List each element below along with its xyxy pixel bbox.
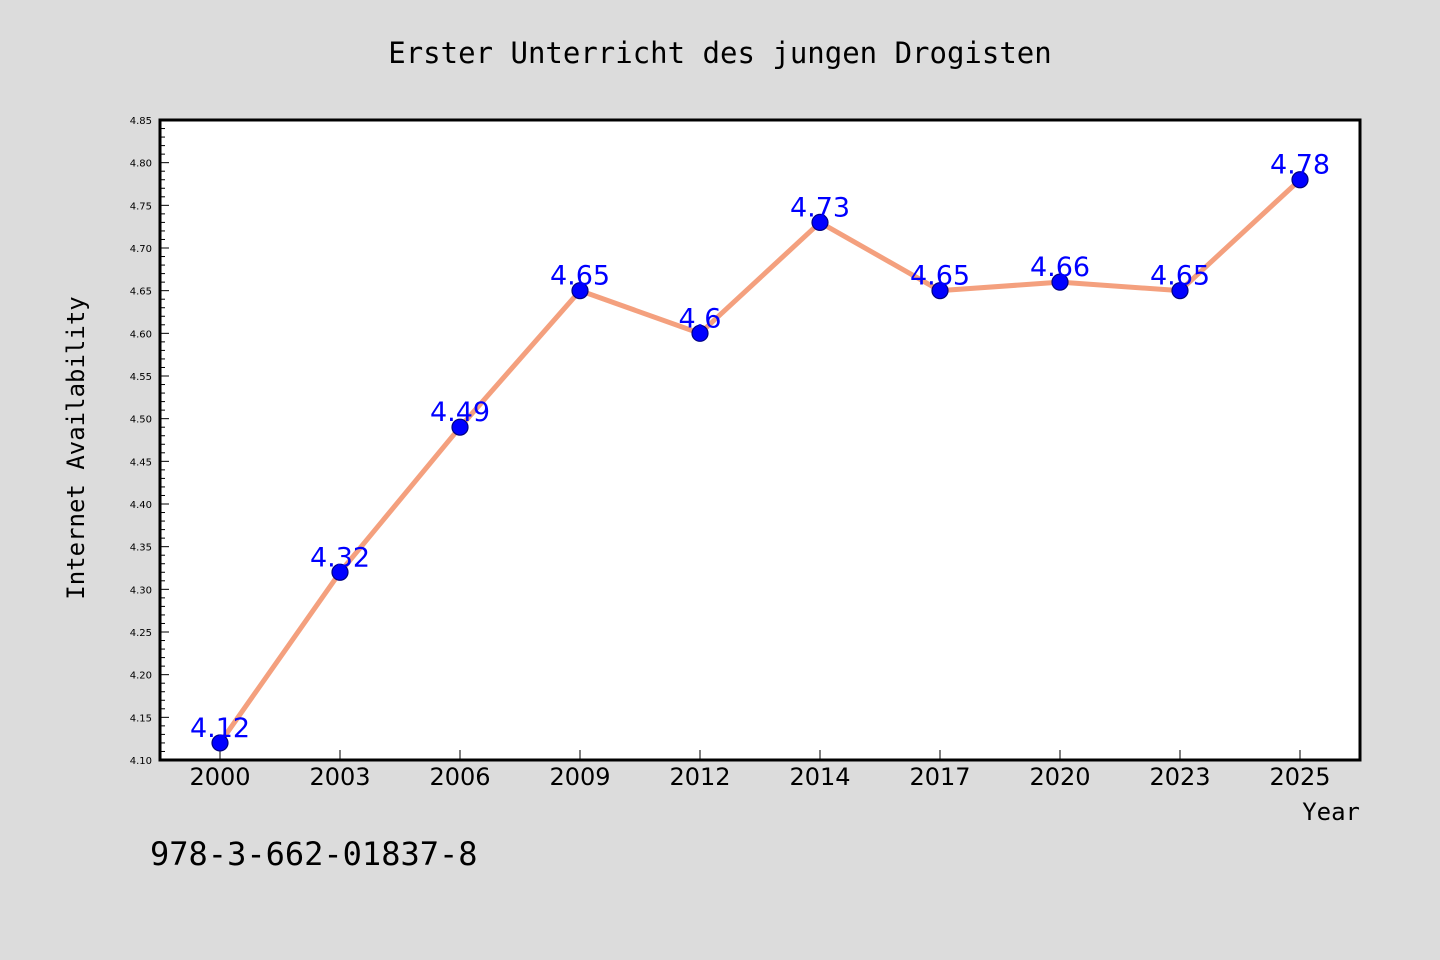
y-tick-label: 4.60 — [130, 329, 152, 340]
data-point — [1291, 171, 1309, 189]
y-tick-label: 4.15 — [130, 713, 152, 724]
y-tick-label: 4.75 — [130, 201, 152, 212]
x-tick-label: 2017 — [909, 763, 970, 791]
data-point — [451, 418, 469, 436]
series-line — [217, 177, 1303, 746]
data-label: 4.49 — [430, 397, 490, 428]
chart-title: Erster Unterricht des jungen Drogisten — [388, 36, 1051, 70]
data-label: 4.32 — [310, 542, 370, 573]
data-label: 4.65 — [550, 261, 610, 292]
data-label: 4.65 — [910, 261, 970, 292]
series — [211, 171, 1309, 752]
data-point — [1051, 273, 1069, 291]
x-tick-label: 2000 — [189, 763, 250, 791]
y-tick-label: 4.85 — [130, 116, 152, 127]
y-tick-label: 4.35 — [130, 543, 152, 554]
y-tick-label: 4.70 — [130, 244, 152, 255]
x-tick-label: 2012 — [669, 763, 730, 791]
x-tick-label: 2003 — [309, 763, 370, 791]
data-point — [1171, 282, 1189, 300]
plot-area — [158, 118, 1362, 762]
x-tick-label: 2023 — [1149, 763, 1210, 791]
x-tick-label: 2006 — [429, 763, 490, 791]
data-label: 4.78 — [1270, 150, 1330, 181]
y-tick-label: 4.55 — [130, 372, 152, 383]
y-tick-label: 4.20 — [130, 671, 152, 682]
data-point — [931, 282, 949, 300]
data-point — [331, 563, 349, 581]
x-tick-label: 2014 — [789, 763, 850, 791]
data-label: 4.12 — [190, 713, 250, 744]
data-point — [211, 734, 229, 752]
y-tick-label: 4.25 — [130, 628, 152, 639]
y-axis: 4.10 4.15 4.20 4.25 4.30 4.35 4.40 4.45 4.50 4.55… — [130, 116, 169, 767]
y-tick-label: 4.30 — [130, 585, 152, 596]
data-label: 4.65 — [1150, 261, 1210, 292]
y-tick-label: 4.40 — [130, 500, 152, 511]
x-axis: 2000 2003 2006 2009 2012 2014 2017 2020 2023 2025 — [189, 750, 1331, 791]
x-tick-label: 2009 — [549, 763, 610, 791]
x-tick-label: 2020 — [1029, 763, 1090, 791]
data-label: 4.6 — [679, 303, 722, 334]
y-tick-label: 4.65 — [130, 287, 152, 298]
x-axis-title: Year — [1302, 798, 1360, 826]
data-point — [571, 282, 589, 300]
y-axis-title: Internet Availability — [62, 296, 90, 599]
x-tick-label: 2025 — [1269, 763, 1330, 791]
y-tick-label: 4.50 — [130, 415, 152, 426]
y-tick-label: 4.10 — [130, 756, 152, 767]
footer-isbn: 978-3-662-01837-8 — [150, 835, 478, 873]
data-labels: 4.12 4.32 4.49 4.65 4.6 4.73 4.65 4.66 4.65 4.78 — [190, 150, 1330, 744]
y-tick-label: 4.80 — [130, 159, 152, 170]
data-label: 4.73 — [790, 192, 850, 223]
data-point — [691, 324, 709, 342]
data-point — [811, 213, 829, 231]
y-tick-label: 4.45 — [130, 457, 152, 468]
data-label: 4.66 — [1030, 252, 1090, 283]
